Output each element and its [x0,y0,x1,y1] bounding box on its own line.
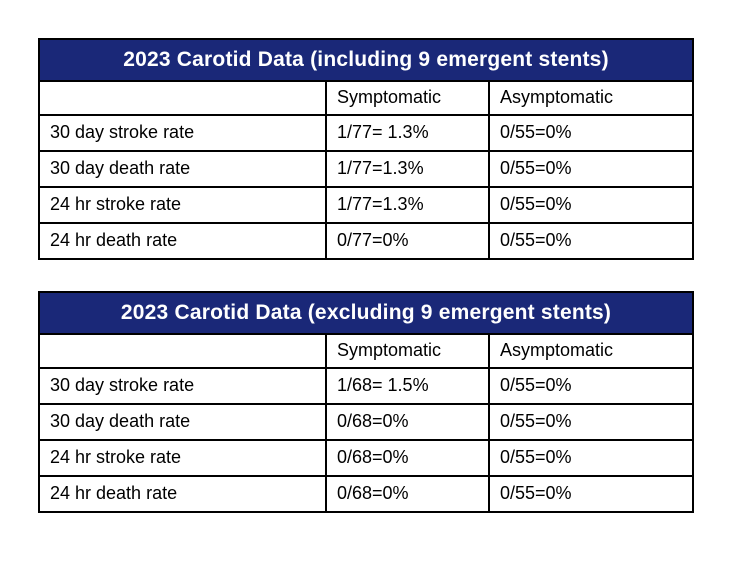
asymptomatic-cell: 0/55=0% [487,367,695,405]
symptomatic-cell: 1/77=1.3% [325,186,490,224]
row-label-cell: 30 day stroke rate [38,367,327,405]
symptomatic-cell: 1/77= 1.3% [325,114,490,152]
asymptomatic-cell: 0/55=0% [487,186,695,224]
asymptomatic-cell: 0/55=0% [487,222,695,260]
row-label-cell: 30 day death rate [38,150,327,188]
asymptomatic-column-header: Asymptomatic [487,333,695,369]
symptomatic-column-header: Symptomatic [325,333,490,369]
row-label-cell: 24 hr death rate [38,222,327,260]
row-label-cell: 24 hr stroke rate [38,439,327,477]
symptomatic-cell: 1/68= 1.5% [325,367,490,405]
asymptomatic-cell: 0/55=0% [487,475,695,513]
asymptomatic-cell: 0/55=0% [487,114,695,152]
empty-corner-cell [38,333,327,369]
symptomatic-cell: 0/68=0% [325,439,490,477]
table-title-row: 2023 Carotid Data (including 9 emergent … [37,38,695,82]
table-title-row: 2023 Carotid Data (excluding 9 emergent … [37,291,695,335]
table-row: 24 hr stroke rate 1/77=1.3% 0/55=0% [38,186,695,224]
symptomatic-cell: 0/68=0% [325,475,490,513]
symptomatic-column-header: Symptomatic [325,80,490,116]
empty-corner-cell [38,80,327,116]
table-row: 30 day death rate 0/68=0% 0/55=0% [38,403,695,441]
table-title: 2023 Carotid Data (excluding 9 emergent … [37,291,695,335]
row-label-cell: 24 hr stroke rate [38,186,327,224]
symptomatic-cell: 0/68=0% [325,403,490,441]
column-header-row: Symptomatic Asymptomatic [38,333,695,369]
table-title: 2023 Carotid Data (including 9 emergent … [37,38,695,82]
table-row: 30 day stroke rate 1/68= 1.5% 0/55=0% [38,367,695,405]
table-row: 30 day stroke rate 1/77= 1.3% 0/55=0% [38,114,695,152]
asymptomatic-cell: 0/55=0% [487,150,695,188]
table-row: 30 day death rate 1/77=1.3% 0/55=0% [38,150,695,188]
carotid-table-including: 2023 Carotid Data (including 9 emergent … [37,38,695,260]
row-label-cell: 30 day stroke rate [38,114,327,152]
row-label-cell: 30 day death rate [38,403,327,441]
table-row: 24 hr death rate 0/77=0% 0/55=0% [38,222,695,260]
column-header-row: Symptomatic Asymptomatic [38,80,695,116]
table-row: 24 hr death rate 0/68=0% 0/55=0% [38,475,695,513]
symptomatic-cell: 1/77=1.3% [325,150,490,188]
row-label-cell: 24 hr death rate [38,475,327,513]
table-row: 24 hr stroke rate 0/68=0% 0/55=0% [38,439,695,477]
symptomatic-cell: 0/77=0% [325,222,490,260]
carotid-table-excluding: 2023 Carotid Data (excluding 9 emergent … [37,291,695,513]
asymptomatic-cell: 0/55=0% [487,403,695,441]
asymptomatic-column-header: Asymptomatic [487,80,695,116]
asymptomatic-cell: 0/55=0% [487,439,695,477]
